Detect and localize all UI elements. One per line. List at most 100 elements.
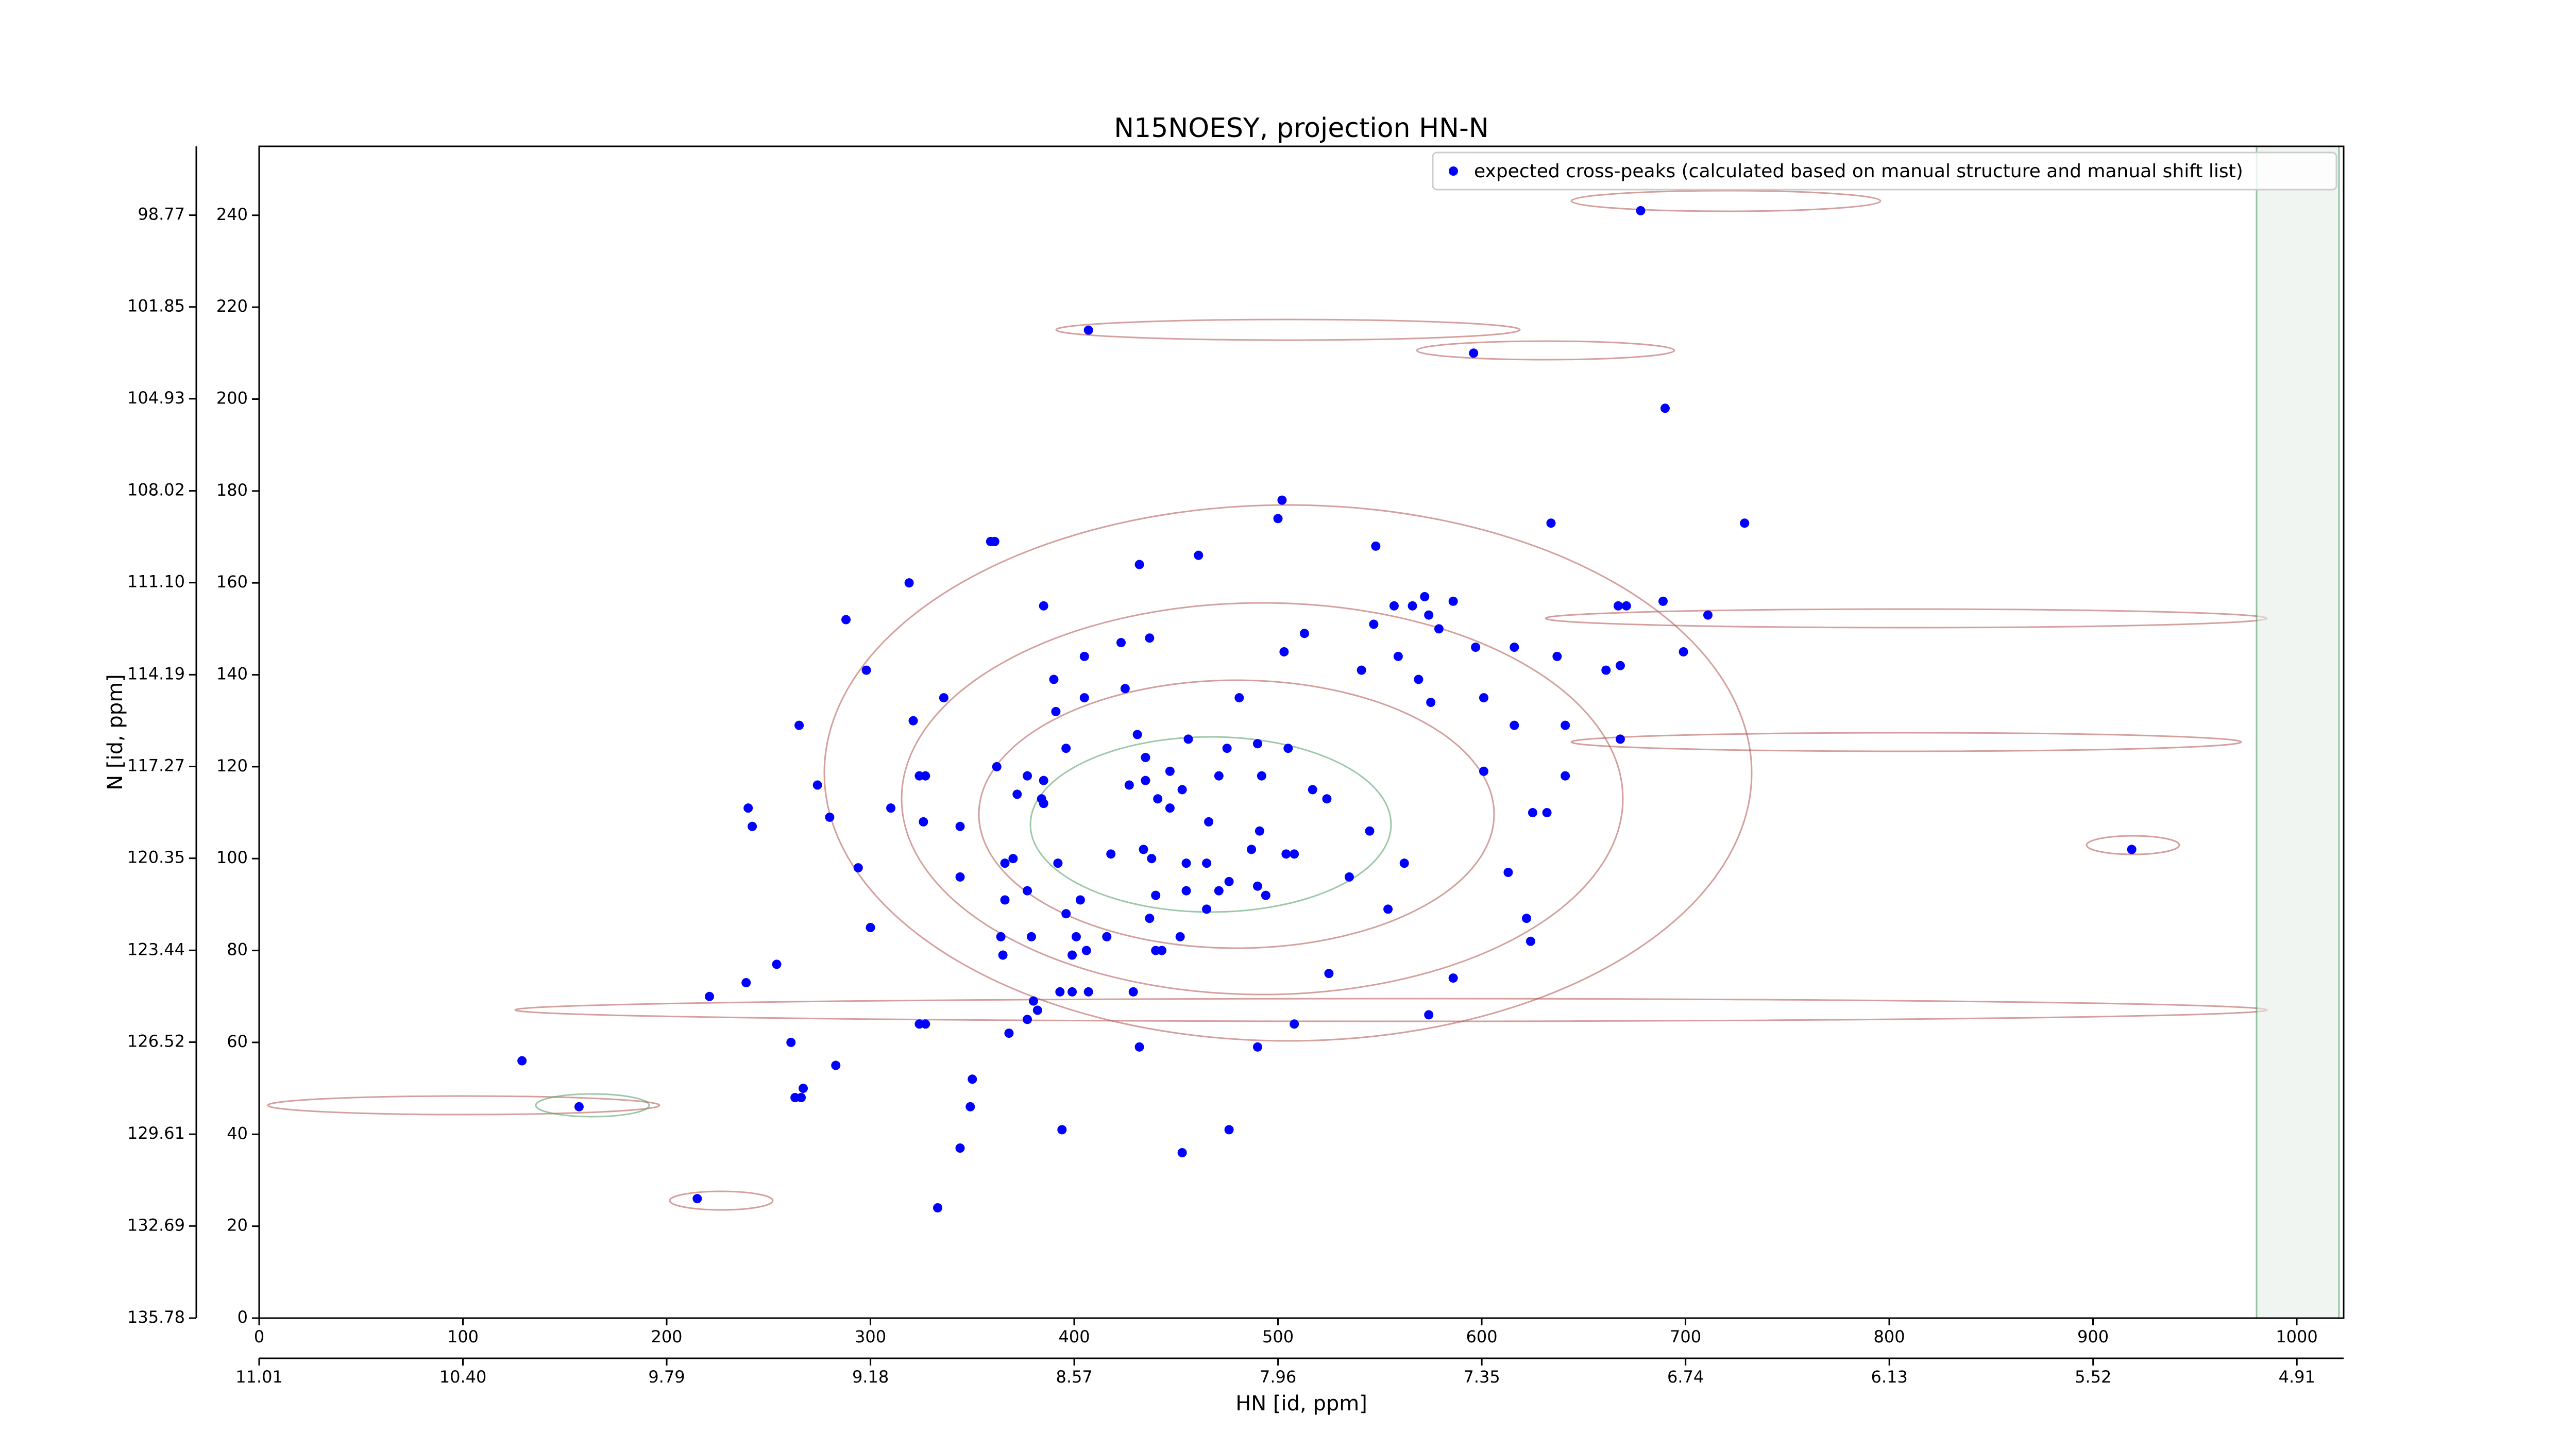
x-tick-label: 700 <box>1670 1327 1701 1346</box>
contour-region <box>978 679 1495 949</box>
contour-region <box>2086 835 2180 855</box>
cross-peak <box>1128 987 1138 997</box>
cross-peak <box>1106 849 1116 859</box>
cross-peak <box>996 932 1006 941</box>
cross-peak <box>794 720 804 730</box>
cross-peak <box>1026 932 1036 941</box>
cross-peak <box>1424 1010 1434 1020</box>
cross-peak <box>1261 890 1270 900</box>
x2-tick-label: 7.96 <box>1260 1367 1296 1387</box>
cross-peak <box>1000 895 1010 905</box>
cross-peak <box>955 1143 965 1153</box>
cross-peak <box>1132 730 1142 739</box>
cross-peak <box>1424 610 1434 620</box>
contour-region <box>1570 190 1882 212</box>
cross-peak <box>831 1060 841 1070</box>
y2-tick-label: 126.52 <box>127 1031 185 1051</box>
cross-peak <box>1257 771 1266 781</box>
cross-peak <box>1147 854 1157 864</box>
cross-peak <box>798 1084 808 1093</box>
cross-peak <box>1012 789 1022 799</box>
cross-peak <box>1414 675 1423 684</box>
x2-tick-label: 8.57 <box>1056 1367 1092 1387</box>
y-tick-label: 40 <box>227 1123 248 1143</box>
cross-peak <box>1067 987 1077 997</box>
cross-peak <box>1120 684 1130 694</box>
cross-peak <box>1061 744 1071 753</box>
y2-tick-label: 108.02 <box>127 480 185 500</box>
cross-peak <box>786 1037 796 1047</box>
cross-peak <box>1139 845 1148 854</box>
cross-peak <box>1039 776 1048 785</box>
cross-peak <box>1283 744 1293 753</box>
cross-peak <box>1526 936 1535 946</box>
cross-peak <box>1081 946 1091 955</box>
cross-peak <box>1083 325 1093 335</box>
x-tick-label: 100 <box>447 1327 479 1346</box>
y-tick-label: 100 <box>216 848 248 867</box>
cross-peak <box>1214 771 1224 781</box>
cross-peak <box>1177 785 1187 795</box>
x-tick-label: 0 <box>254 1327 264 1346</box>
cross-peak <box>1308 785 1317 795</box>
cross-peak <box>1175 932 1185 941</box>
cross-peak <box>1601 665 1611 675</box>
cross-peak <box>1273 514 1283 524</box>
cross-peak <box>1102 932 1112 941</box>
cross-peak <box>1181 858 1191 868</box>
cross-peak <box>1252 1042 1262 1052</box>
cross-peak <box>2127 845 2137 854</box>
cross-peak <box>1614 601 1623 611</box>
cross-peak <box>574 1102 584 1111</box>
cross-peak <box>1479 693 1488 703</box>
y-tick-label: 160 <box>216 572 248 592</box>
y2-tick-label: 129.61 <box>127 1123 185 1143</box>
contour-region <box>823 504 1753 1042</box>
cross-peak <box>1067 950 1077 960</box>
cross-peak <box>1145 914 1155 923</box>
cross-peak <box>1008 854 1018 864</box>
legend-box <box>1432 151 2337 191</box>
cross-peak <box>1039 601 1048 611</box>
x-tick-label: 500 <box>1262 1327 1294 1346</box>
cross-peak <box>1141 776 1150 785</box>
cross-peak <box>517 1056 527 1066</box>
cross-peak <box>968 1074 977 1084</box>
cross-peak <box>1448 596 1458 606</box>
cross-peak <box>1479 766 1488 776</box>
cross-peak <box>825 812 835 822</box>
x-tick-label: 400 <box>1058 1327 1090 1346</box>
cross-peak <box>939 693 948 703</box>
cross-peak <box>853 863 863 873</box>
x-tick-label: 1000 <box>2276 1327 2317 1346</box>
cross-peak <box>692 1194 702 1204</box>
cross-peak <box>1000 858 1010 868</box>
cross-peak <box>1023 771 1032 781</box>
contour-region <box>514 998 2268 1022</box>
cross-peak <box>1546 518 1556 528</box>
spectrum-background <box>267 145 2340 1319</box>
cross-peak <box>1399 858 1409 868</box>
cross-peak <box>1740 518 1750 528</box>
cross-peak <box>1116 638 1126 648</box>
cross-peak <box>1561 771 1570 781</box>
y-tick-label: 180 <box>216 480 248 500</box>
y2-tick-label: 104.93 <box>127 388 185 408</box>
cross-peak <box>886 803 896 813</box>
contour-region <box>669 1190 774 1211</box>
cross-peak <box>1134 1042 1144 1052</box>
contour-region <box>901 602 1624 996</box>
cross-peak <box>1049 675 1059 684</box>
cross-peak <box>933 1203 943 1212</box>
cross-peak <box>1214 886 1224 896</box>
cross-peak <box>1389 601 1399 611</box>
cross-peak <box>861 665 871 675</box>
cross-peak <box>866 923 875 932</box>
contour-region <box>535 1093 650 1118</box>
cross-peak <box>1032 1005 1042 1015</box>
cross-peak <box>841 615 851 625</box>
cross-peak <box>1071 932 1081 941</box>
contour-region <box>1416 340 1675 361</box>
cross-peak <box>1023 886 1032 896</box>
cross-peak <box>1057 1125 1067 1135</box>
